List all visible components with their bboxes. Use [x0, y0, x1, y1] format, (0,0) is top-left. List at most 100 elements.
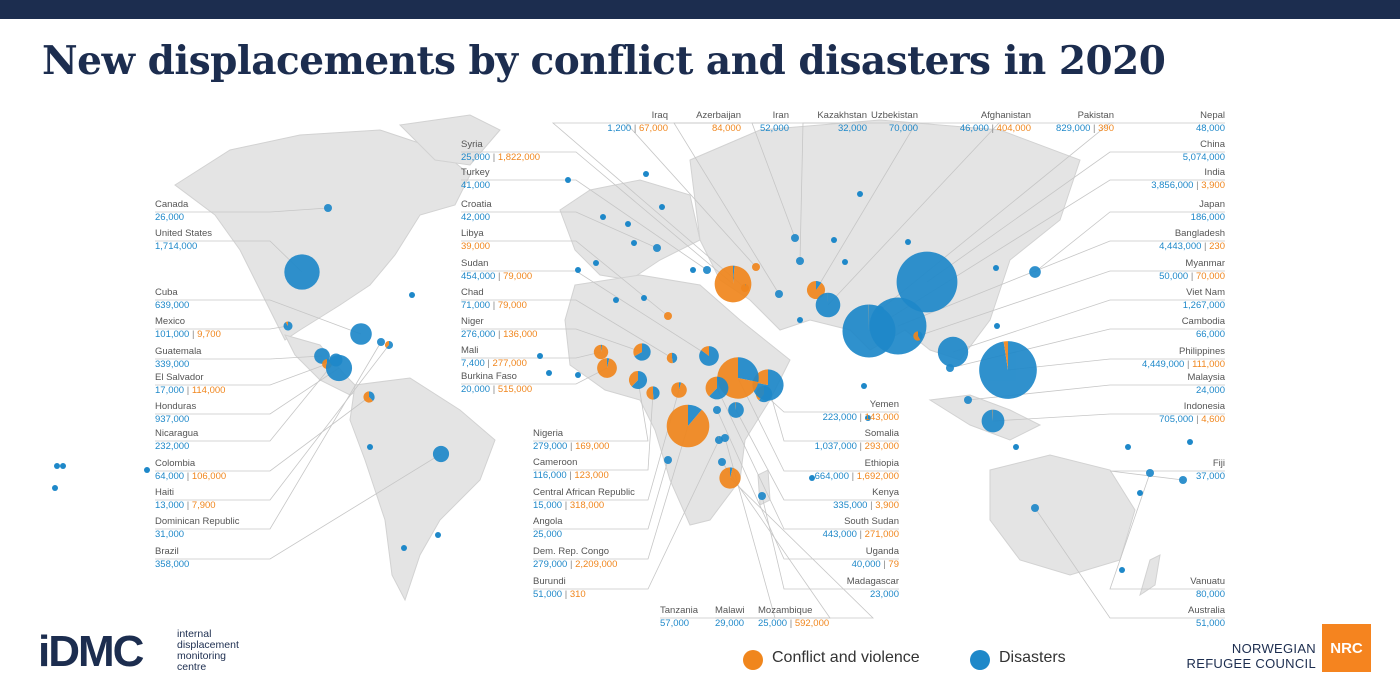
small-disaster-dot [435, 532, 441, 538]
disasters-value: 232,000 [155, 441, 190, 452]
country-values: 101,000 | 9,700 [155, 328, 221, 341]
leader-somalia [767, 384, 899, 442]
disasters-value: 20,000 [461, 384, 491, 395]
leader-kenya [735, 409, 899, 501]
nrc-logo-text: NORWEGIAN REFUGEE COUNCIL [1186, 641, 1316, 671]
country-name: Pakistan [1077, 110, 1114, 121]
country-name: Burundi [533, 576, 566, 587]
leader-madagascar [761, 495, 899, 590]
label-myanmar: Myanmar 50,000 | 70,000 [1159, 257, 1225, 283]
value-separator: | [848, 471, 857, 482]
disasters-value: 276,000 [461, 329, 496, 340]
leader-japan [1034, 211, 1225, 273]
circle-turkey [703, 266, 711, 274]
disasters-value: 7,400 [461, 358, 485, 369]
land-africa [564, 274, 791, 526]
country-values: 80,000 [1190, 588, 1225, 601]
country-values: 66,000 [1182, 328, 1225, 341]
slice-disasters-drc [688, 404, 702, 426]
disasters-value: 15,000 [533, 500, 563, 511]
label-cameroon: Cameroon 116,000 | 123,000 [533, 456, 609, 482]
leader-chad [461, 299, 673, 359]
legend-conflict-label: Conflict and violence [772, 649, 920, 666]
country-name: Croatia [461, 199, 492, 210]
circle-brazil [432, 445, 450, 463]
disasters-value: 3,856,000 [1151, 180, 1194, 191]
label-nigeria: Nigeria 279,000 | 169,000 [533, 427, 609, 453]
value-separator: | [856, 441, 865, 452]
bubble-mali [593, 344, 609, 360]
slice-disasters-burundi [714, 436, 723, 444]
country-name: Brazil [155, 546, 179, 557]
disasters-value: 1,714,000 [155, 241, 198, 252]
circle-vanuatu [1146, 469, 1154, 477]
label-australia: Australia 51,000 [1188, 604, 1225, 630]
country-name: Japan [1199, 199, 1225, 210]
leader-ethiopia [737, 377, 899, 472]
label-colombia: Colombia 64,000 | 106,000 [155, 457, 226, 483]
country-name: Niger [461, 316, 484, 327]
slice-conflict-car [671, 382, 687, 398]
country-values: 13,000 | 7,900 [155, 499, 216, 512]
bubble-azerbaijan [752, 263, 760, 271]
country-values: 358,000 [155, 558, 189, 571]
circle-angola [664, 456, 672, 464]
country-name: El Salvador [155, 372, 204, 383]
leader-afghanistan [815, 122, 1031, 291]
value-separator: | [490, 152, 498, 163]
land-new-zealand [1139, 554, 1161, 597]
disasters-value: 454,000 [461, 271, 496, 282]
small-disaster-dot [613, 297, 619, 303]
value-separator: | [988, 123, 997, 134]
leader-myanmar [917, 270, 1225, 337]
leader-uganda [716, 409, 899, 560]
country-name: Cuba [155, 287, 178, 298]
disasters-value: 80,000 [1195, 589, 1225, 600]
country-values: 443,000 | 271,000 [823, 528, 899, 541]
label-tanzania: Tanzania 57,000 [660, 604, 698, 630]
value-separator: | [1201, 241, 1210, 252]
country-name: Kazakhstan [817, 110, 867, 121]
value-separator: | [495, 271, 504, 282]
label-afghanistan: Afghanistan 46,000 | 404,000 [960, 109, 1031, 135]
disasters-value: 186,000 [1190, 212, 1225, 223]
label-yemen: Yemen 223,000 | 143,000 [823, 398, 899, 424]
idmc-logo-text: internal displacement monitoring centre [177, 628, 239, 673]
label-indonesia: Indonesia 705,000 | 4,600 [1159, 400, 1225, 426]
circle-kazakhstan [791, 234, 799, 242]
country-values: 276,000 | 136,000 [461, 328, 537, 341]
bubble-philippines [979, 341, 1037, 399]
country-name: Vanuatu [1190, 576, 1225, 587]
slice-conflict-mexico [285, 321, 288, 326]
country-values: 64,000 | 106,000 [155, 470, 226, 483]
leader-philippines [1007, 358, 1225, 371]
leader-guatemala [155, 355, 323, 360]
disasters-value: 29,000 [715, 618, 745, 629]
small-disaster-dot [1125, 444, 1131, 450]
country-name: Dominican Republic [155, 516, 240, 527]
idmc-mark-text: iDMC [38, 627, 144, 673]
nrc-logo: NRC [1322, 624, 1371, 672]
slice-conflict-niger [633, 343, 642, 357]
small-disaster-dot [1187, 439, 1193, 445]
label-burkina-faso: Burkina Faso 20,000 | 515,000 [461, 370, 532, 396]
label-china: China 5,074,000 [1183, 138, 1225, 164]
label-haiti: Haiti 13,000 | 7,900 [155, 486, 216, 512]
bubble-china [896, 251, 958, 313]
land-europe [559, 179, 701, 281]
leader-uzbekistan [799, 122, 918, 262]
disasters-value: 26,000 [155, 212, 185, 223]
conflict-value: 136,000 [503, 329, 538, 340]
small-disaster-dot [625, 221, 631, 227]
country-values: 24,000 [1188, 384, 1225, 397]
conflict-value: 515,000 [497, 384, 533, 395]
slice-disasters-ethiopia [738, 357, 759, 383]
country-name: Turkey [461, 167, 490, 178]
country-name: Mexico [155, 316, 186, 327]
circle-tanzania [721, 434, 729, 442]
label-honduras: Honduras 937,000 [155, 400, 196, 426]
value-separator: | [184, 500, 192, 511]
bubble-bangladesh [869, 297, 927, 355]
small-disaster-dot [861, 383, 867, 389]
slice-disasters-uganda [712, 406, 721, 414]
